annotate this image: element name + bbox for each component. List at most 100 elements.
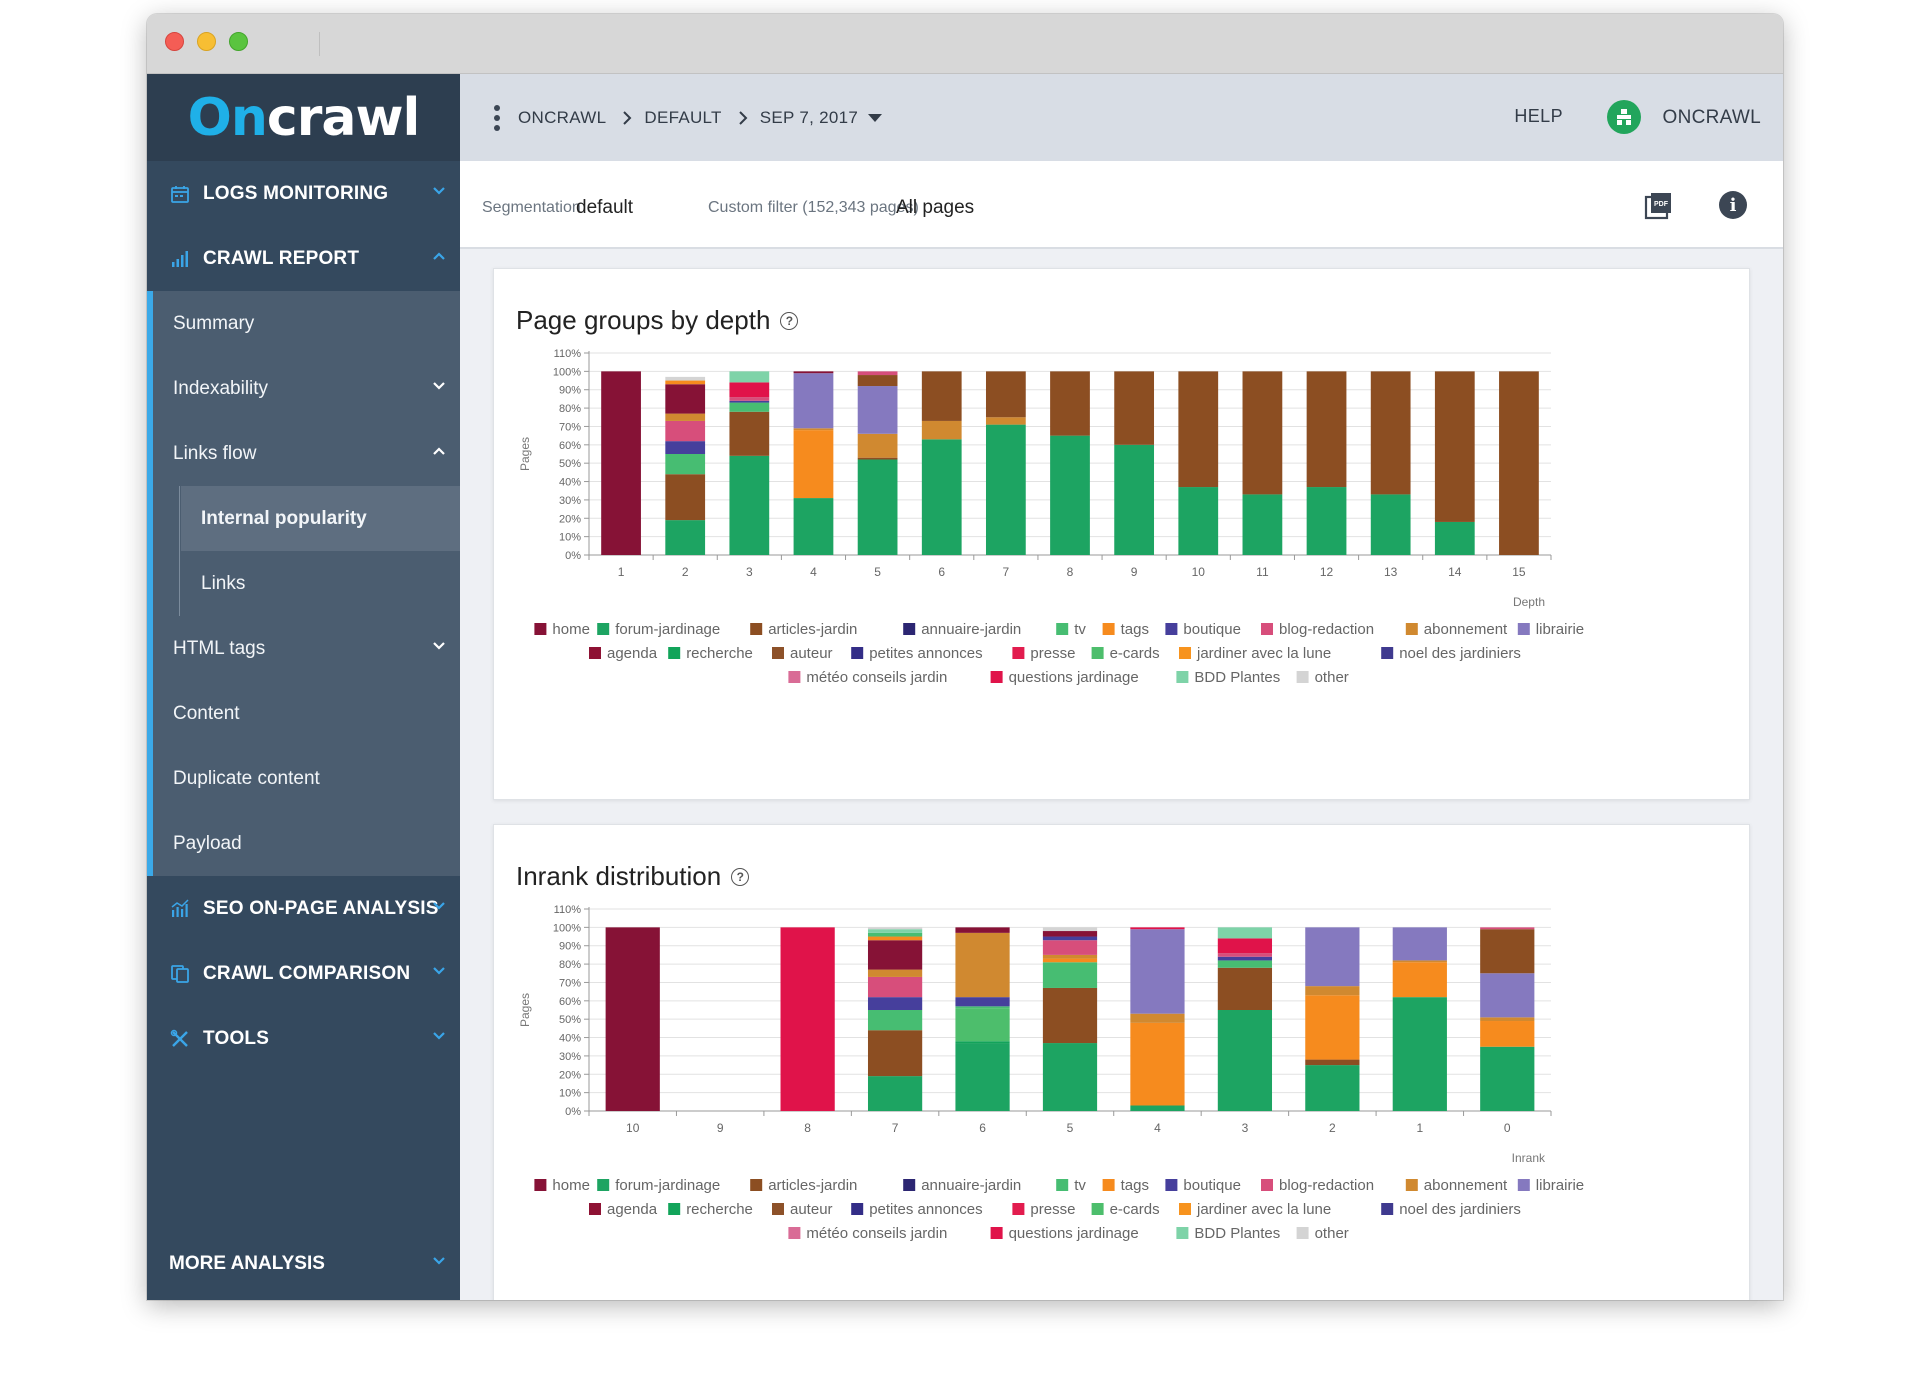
bar-segment-questions-jardinage[interactable] xyxy=(1217,938,1273,954)
bar-segment-tv[interactable] xyxy=(955,1006,1010,1009)
nav-tools[interactable]: TOOLS xyxy=(147,1006,460,1071)
bar-segment-other[interactable] xyxy=(665,376,706,381)
bar-segment-forum-jardinage[interactable] xyxy=(1242,494,1283,555)
bar-segment-forum-jardinage[interactable] xyxy=(857,459,898,555)
bar-segment-tags[interactable] xyxy=(1130,1022,1185,1106)
legend-item-abonnement[interactable]: abonnement xyxy=(1405,1177,1508,1194)
bar-segment-e-cards[interactable] xyxy=(955,1008,1010,1042)
bar-segment-articles-jardin[interactable] xyxy=(1370,371,1411,495)
legend-item-abonnement[interactable]: abonnement xyxy=(1405,621,1508,638)
sidebar-item-links-flow[interactable]: Links flow xyxy=(153,421,460,486)
bar-segment-forum-jardinage[interactable] xyxy=(1178,487,1219,555)
legend-item-tags[interactable]: tags xyxy=(1102,621,1149,638)
nav-more-analysis[interactable]: MORE ANALYSIS xyxy=(147,1228,460,1300)
legend-item-petites-annonces[interactable]: petites annonces xyxy=(851,645,983,662)
bar-segment-tv[interactable] xyxy=(729,402,770,412)
bar-segment-articles-jardin[interactable] xyxy=(1434,371,1475,522)
legend-item-tags[interactable]: tags xyxy=(1102,1177,1149,1194)
bar-segment-bdd-plantes[interactable] xyxy=(729,371,770,383)
bar-segment-blog-redaction[interactable] xyxy=(1042,940,1098,955)
bar-segment-articles-jardin[interactable] xyxy=(1499,371,1539,555)
help-link[interactable]: HELP xyxy=(1514,106,1563,126)
bar-segment-forum-jardinage[interactable] xyxy=(985,424,1026,555)
bar-segment-abonnement[interactable] xyxy=(1392,960,1447,963)
legend-item-questions-jardinage[interactable]: questions jardinage xyxy=(990,669,1139,686)
legend-item-e-cards[interactable]: e-cards xyxy=(1091,645,1160,662)
bar-segment-tags[interactable] xyxy=(1305,995,1360,1060)
bar-segment-tv[interactable] xyxy=(867,932,923,937)
legend-item-articles-jardin[interactable]: articles-jardin xyxy=(750,621,857,638)
bar-segment-forum-jardinage[interactable] xyxy=(955,1043,1010,1111)
bar-segment-abonnement[interactable] xyxy=(1305,986,1360,996)
bar-segment-articles-jardin[interactable] xyxy=(729,411,770,456)
bar-segment-forum-jardinage[interactable] xyxy=(921,439,962,555)
bar-segment-tv[interactable] xyxy=(1217,960,1273,968)
bar-segment-abonnement[interactable] xyxy=(985,417,1026,425)
breadcrumb-crawl-date[interactable]: SEP 7, 2017 xyxy=(759,107,859,127)
bar-segment-forum-jardinage[interactable] xyxy=(1114,444,1155,555)
breadcrumb-project[interactable]: ONCRAWL xyxy=(518,107,607,127)
bar-segment-abonnement[interactable] xyxy=(793,428,834,431)
legend-item-blog-redaction[interactable]: blog-redaction xyxy=(1261,621,1374,638)
nav-crawl-comparison[interactable]: CRAWL COMPARISON xyxy=(147,941,460,1006)
bar-segment-tv[interactable] xyxy=(867,1010,923,1031)
nav-crawl-report[interactable]: CRAWL REPORT xyxy=(147,226,460,291)
bar-segment-blog-redaction[interactable] xyxy=(1217,953,1273,957)
bar-segment-abonnement[interactable] xyxy=(1480,1017,1535,1022)
legend-item-annuaire-jardin[interactable]: annuaire-jardin xyxy=(903,621,1021,638)
bar-segment-tv[interactable] xyxy=(1042,962,1098,988)
bar-segment-librairie[interactable] xyxy=(1305,927,1360,987)
bar-segment-other[interactable] xyxy=(1042,927,1098,932)
legend-item-forum-jardinage[interactable]: forum-jardinage xyxy=(597,621,720,638)
bar-segment-articles-jardin[interactable] xyxy=(1480,929,1535,974)
nav-seo-onpage-analysis[interactable]: SEO ON-PAGE ANALYSIS xyxy=(147,876,460,941)
legend-item-other[interactable]: other xyxy=(1296,669,1349,686)
bar-segment-forum-jardinage[interactable] xyxy=(867,1076,923,1111)
bar-segment-articles-jardin[interactable] xyxy=(1114,371,1155,445)
legend-item-home[interactable]: home xyxy=(534,621,590,638)
bar-segment-abonnement[interactable] xyxy=(867,969,923,977)
bar-segment-tags[interactable] xyxy=(665,380,706,385)
legend-item-tv[interactable]: tv xyxy=(1056,621,1086,638)
bar-segment-other[interactable] xyxy=(867,927,923,930)
minimize-window-button[interactable] xyxy=(197,32,216,51)
help-icon[interactable]: ? xyxy=(780,311,799,330)
user-menu[interactable]: ONCRAWL xyxy=(1662,107,1761,128)
bar-segment-articles-jardin[interactable] xyxy=(1178,371,1219,488)
kebab-menu-icon[interactable] xyxy=(494,104,500,131)
bar-segment-home[interactable] xyxy=(867,940,923,970)
info-icon[interactable]: i xyxy=(1719,191,1747,219)
bar-segment-articles-jardin[interactable] xyxy=(857,457,898,460)
bar-segment-bdd-plantes[interactable] xyxy=(1217,927,1273,939)
bar-segment-librairie[interactable] xyxy=(1130,929,1185,1014)
breadcrumb-config[interactable]: DEFAULT xyxy=(644,107,722,127)
legend-item-articles-jardin[interactable]: articles-jardin xyxy=(750,1177,857,1194)
legend-item-presse[interactable]: presse xyxy=(1012,645,1075,662)
bar-segment-questions-jardinage[interactable] xyxy=(729,382,770,398)
bar-segment-forum-jardinage[interactable] xyxy=(1050,435,1090,555)
bar-segment-home[interactable] xyxy=(1042,931,1098,937)
bar-segment-librairie[interactable] xyxy=(793,373,834,429)
segmentation-select[interactable]: default xyxy=(576,197,634,218)
bar-segment-forum-jardinage[interactable] xyxy=(1042,1043,1098,1111)
sidebar-item-links[interactable]: Links xyxy=(153,551,460,616)
bar-segment-home[interactable] xyxy=(955,927,1010,933)
legend-item-boutique[interactable]: boutique xyxy=(1165,621,1241,638)
oncrawl-logo[interactable]: Oncrawl xyxy=(188,88,421,148)
bar-segment-forum-jardinage[interactable] xyxy=(1480,1046,1535,1111)
custom-filter-select[interactable]: All pages xyxy=(896,197,975,218)
legend-item-tv[interactable]: tv xyxy=(1056,1177,1086,1194)
bar-segment-boutique[interactable] xyxy=(1042,936,1098,941)
legend-item-auteur[interactable]: auteur xyxy=(772,645,833,662)
bar-segment-forum-jardinage[interactable] xyxy=(729,455,770,555)
bar-segment-librairie[interactable] xyxy=(1392,927,1447,961)
bar-segment-blog-redaction[interactable] xyxy=(1480,927,1535,930)
bar-segment-tags[interactable] xyxy=(1392,962,1447,998)
bar-segment-home[interactable] xyxy=(793,371,834,374)
bar-segment-abonnement[interactable] xyxy=(921,420,962,440)
sidebar-item-indexability[interactable]: Indexability xyxy=(153,356,460,421)
bar-segment-tags[interactable] xyxy=(867,936,923,941)
bar-segment-abonnement[interactable] xyxy=(955,932,1010,998)
bar-segment-articles-jardin[interactable] xyxy=(1305,1059,1360,1066)
legend-item-agenda[interactable]: agenda xyxy=(589,1201,658,1218)
